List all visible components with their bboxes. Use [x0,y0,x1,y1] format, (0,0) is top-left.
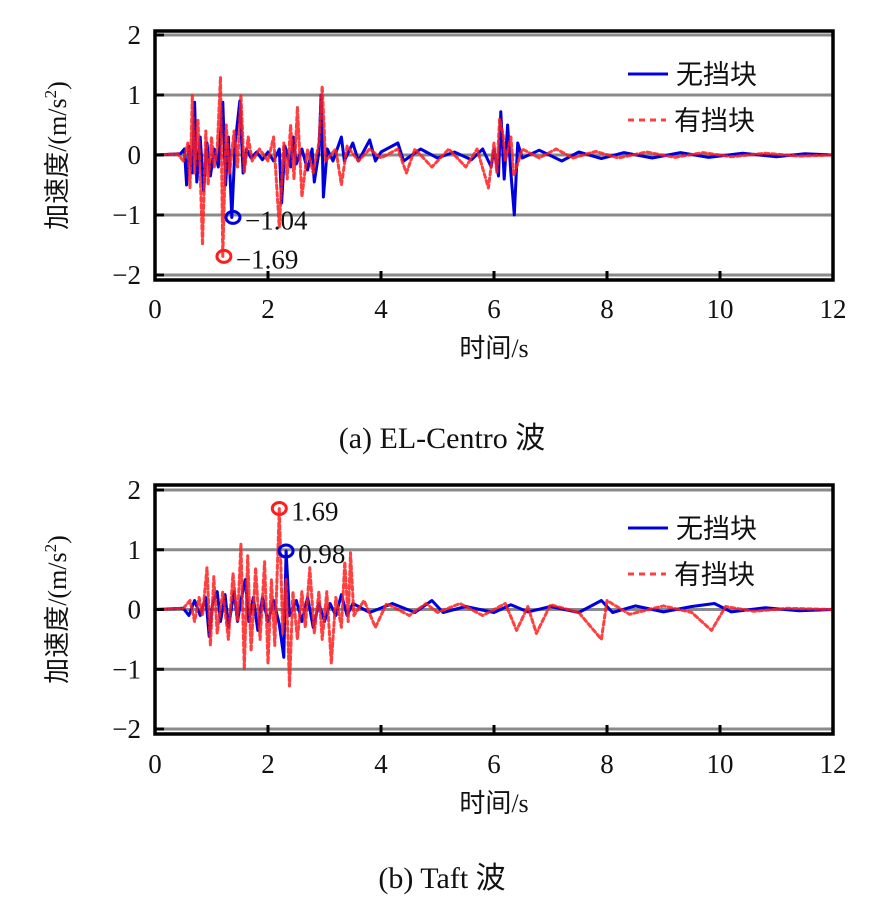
y-tick-label: 2 [128,20,142,50]
y-tick-label: −1 [112,654,141,684]
y-axis-title: 加速度/(m/s2) [41,535,72,684]
x-tick-label: 2 [261,294,275,324]
y-axis-title-superscript: 2 [41,90,60,99]
x-tick-label: 6 [487,294,501,324]
x-tick-label: 8 [600,294,614,324]
x-tick-label: 2 [261,749,275,779]
legend-with-block-label: 有挡块 [674,106,755,137]
x-tick-label: 0 [148,294,162,324]
series-no-block-line [154,549,834,659]
legend-no-block-label: 无挡块 [676,514,757,545]
x-axis-title: 时间/s [459,789,528,818]
y-tick-label: 0 [128,595,142,625]
y-tick-label: 1 [128,80,142,110]
y-axis-title-base: 加速度/(m/s [43,552,72,683]
x-tick-label: 8 [600,749,614,779]
y-axis-title-base: 加速度/(m/s [43,98,72,229]
y-axis-title: 加速度/(m/s2) [41,81,72,230]
peak-marker [224,209,242,225]
peak-label: −1.69 [236,244,298,274]
peak-label: −1.04 [245,205,308,235]
x-tick-label: 12 [820,749,847,779]
series-with-block-line [153,75,835,258]
y-axis-title-close: ) [43,535,72,544]
series-no-block-line [154,93,834,219]
x-tick-label: 6 [487,749,501,779]
x-tick-label: 4 [374,294,388,324]
y-tick-label: 0 [128,140,142,170]
peak-marker [215,248,233,264]
y-tick-label: 2 [128,475,142,505]
x-tick-label: 4 [374,749,388,779]
x-tick-label: 0 [148,749,162,779]
x-tick-label: 10 [707,749,734,779]
y-axis-title-superscript: 2 [41,544,60,553]
y-axis-title-close: ) [43,81,72,90]
peak-marker [270,501,288,517]
y-tick-label: −2 [112,260,141,290]
peak-label: 1.69 [291,497,338,527]
peak-label: 0.98 [298,539,345,569]
x-axis-title: 时间/s [459,334,528,363]
legend-with-block-label: 有挡块 [674,560,755,591]
x-tick-label: 10 [707,294,734,324]
chart-caption: (a) EL-Centro 波 [339,422,546,455]
peak-marker [277,543,295,559]
series-with-block-line [153,507,835,688]
x-tick-label: 12 [820,294,847,324]
y-tick-label: −1 [112,200,141,230]
y-tick-label: −2 [112,714,141,744]
y-tick-label: 1 [128,535,142,565]
chart-caption: (b) Taft 波 [378,862,505,895]
legend-no-block-label: 无挡块 [676,60,757,91]
